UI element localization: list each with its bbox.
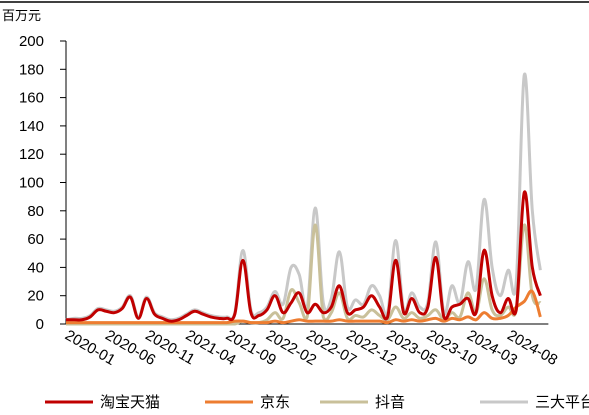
series-line	[65, 72, 542, 322]
y-tick-label: 140	[19, 118, 44, 135]
y-tick-label: 60	[27, 231, 44, 248]
y-tick-label: 40	[27, 259, 44, 276]
y-tick-label: 20	[27, 288, 44, 305]
legend-label: 抖音	[375, 394, 405, 411]
legend-label: 京东	[260, 394, 290, 411]
y-tick-label: 120	[19, 146, 44, 163]
legend-label: 淘宝天猫	[100, 394, 160, 411]
series-line	[66, 190, 542, 323]
y-tick-label: 100	[19, 175, 44, 192]
unit-label: 百万元	[2, 8, 41, 23]
y-tick-label: 160	[19, 90, 44, 107]
series-line	[65, 289, 542, 325]
y-tick-label: 180	[19, 61, 44, 78]
y-tick-label: 80	[27, 203, 44, 220]
y-tick-label: 0	[36, 316, 44, 333]
y-tick-label: 200	[19, 33, 44, 50]
legend-label: 三大平台	[535, 394, 589, 411]
series-line	[66, 223, 542, 326]
